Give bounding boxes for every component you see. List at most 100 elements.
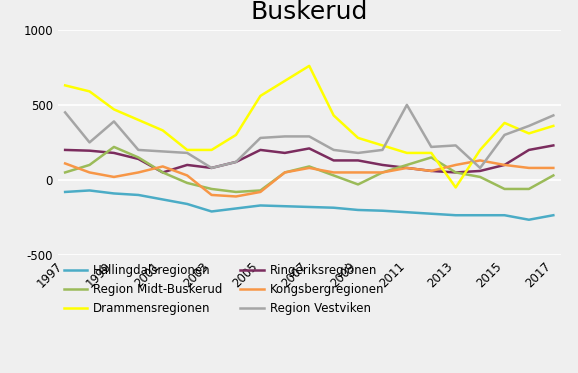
Region Midt-Buskerud — [477, 175, 484, 179]
Line: Region Midt-Buskerud: Region Midt-Buskerud — [65, 147, 553, 192]
Line: Drammensregionen: Drammensregionen — [65, 66, 553, 188]
Ringeriksregionen — [160, 170, 166, 175]
Region Vestviken — [110, 119, 117, 123]
Region Midt-Buskerud — [281, 170, 288, 175]
Drammensregionen — [428, 151, 435, 155]
Ringeriksregionen — [477, 169, 484, 173]
Hallingdalsregionen — [160, 197, 166, 202]
Region Midt-Buskerud — [110, 145, 117, 149]
Title: Buskerud: Buskerud — [250, 0, 368, 24]
Region Midt-Buskerud — [403, 163, 410, 167]
Kongsbergregionen — [306, 166, 313, 170]
Hallingdalsregionen — [306, 205, 313, 209]
Region Vestviken — [477, 166, 484, 170]
Hallingdalsregionen — [379, 209, 386, 213]
Kongsbergregionen — [110, 175, 117, 179]
Region Vestviken — [208, 166, 215, 170]
Region Midt-Buskerud — [452, 170, 459, 175]
Hallingdalsregionen — [403, 210, 410, 214]
Drammensregionen — [379, 143, 386, 148]
Hallingdalsregionen — [330, 206, 337, 210]
Kongsbergregionen — [184, 173, 191, 178]
Drammensregionen — [232, 133, 239, 137]
Kongsbergregionen — [477, 158, 484, 163]
Ringeriksregionen — [452, 170, 459, 175]
Ringeriksregionen — [232, 160, 239, 164]
Ringeriksregionen — [428, 169, 435, 173]
Region Midt-Buskerud — [428, 155, 435, 160]
Drammensregionen — [160, 128, 166, 133]
Ringeriksregionen — [184, 163, 191, 167]
Legend: Hallingdalsregionen, Region Midt-Buskerud, Drammensregionen, Ringeriksregionen, : Hallingdalsregionen, Region Midt-Buskeru… — [64, 264, 384, 315]
Hallingdalsregionen — [428, 211, 435, 216]
Drammensregionen — [208, 148, 215, 152]
Kongsbergregionen — [135, 170, 142, 175]
Drammensregionen — [452, 185, 459, 190]
Region Midt-Buskerud — [354, 182, 361, 187]
Drammensregionen — [62, 83, 69, 88]
Hallingdalsregionen — [184, 202, 191, 206]
Kongsbergregionen — [257, 190, 264, 194]
Region Vestviken — [354, 151, 361, 155]
Kongsbergregionen — [354, 170, 361, 175]
Region Midt-Buskerud — [232, 190, 239, 194]
Hallingdalsregionen — [110, 191, 117, 196]
Line: Hallingdalsregionen: Hallingdalsregionen — [65, 191, 553, 220]
Region Vestviken — [86, 140, 93, 145]
Kongsbergregionen — [281, 170, 288, 175]
Ringeriksregionen — [330, 158, 337, 163]
Line: Region Vestviken: Region Vestviken — [65, 105, 553, 168]
Kongsbergregionen — [330, 170, 337, 175]
Region Vestviken — [330, 148, 337, 152]
Kongsbergregionen — [86, 170, 93, 175]
Region Vestviken — [135, 148, 142, 152]
Region Midt-Buskerud — [160, 170, 166, 175]
Drammensregionen — [477, 148, 484, 152]
Region Vestviken — [525, 124, 532, 128]
Region Vestviken — [403, 103, 410, 107]
Kongsbergregionen — [160, 164, 166, 169]
Region Vestviken — [62, 110, 69, 115]
Region Vestviken — [428, 145, 435, 149]
Region Vestviken — [257, 136, 264, 140]
Drammensregionen — [135, 117, 142, 122]
Ringeriksregionen — [525, 148, 532, 152]
Drammensregionen — [110, 107, 117, 112]
Region Vestviken — [501, 133, 508, 137]
Kongsbergregionen — [550, 166, 557, 170]
Ringeriksregionen — [257, 148, 264, 152]
Kongsbergregionen — [232, 194, 239, 199]
Hallingdalsregionen — [257, 203, 264, 208]
Region Midt-Buskerud — [550, 173, 557, 178]
Kongsbergregionen — [62, 161, 69, 166]
Drammensregionen — [86, 89, 93, 94]
Drammensregionen — [550, 124, 557, 128]
Ringeriksregionen — [281, 151, 288, 155]
Region Vestviken — [232, 160, 239, 164]
Ringeriksregionen — [354, 158, 361, 163]
Kongsbergregionen — [379, 170, 386, 175]
Region Vestviken — [452, 143, 459, 148]
Hallingdalsregionen — [477, 213, 484, 217]
Region Vestviken — [306, 134, 313, 139]
Region Midt-Buskerud — [379, 170, 386, 175]
Ringeriksregionen — [62, 148, 69, 152]
Hallingdalsregionen — [550, 213, 557, 217]
Region Midt-Buskerud — [257, 188, 264, 193]
Region Midt-Buskerud — [525, 187, 532, 191]
Hallingdalsregionen — [525, 217, 532, 222]
Ringeriksregionen — [379, 163, 386, 167]
Region Midt-Buskerud — [184, 181, 191, 185]
Kongsbergregionen — [208, 193, 215, 197]
Drammensregionen — [403, 151, 410, 155]
Ringeriksregionen — [550, 143, 557, 148]
Drammensregionen — [354, 136, 361, 140]
Drammensregionen — [330, 113, 337, 117]
Ringeriksregionen — [403, 166, 410, 170]
Region Vestviken — [281, 134, 288, 139]
Hallingdalsregionen — [208, 209, 215, 214]
Hallingdalsregionen — [86, 188, 93, 193]
Region Vestviken — [184, 151, 191, 155]
Ringeriksregionen — [86, 148, 93, 153]
Region Vestviken — [550, 113, 557, 117]
